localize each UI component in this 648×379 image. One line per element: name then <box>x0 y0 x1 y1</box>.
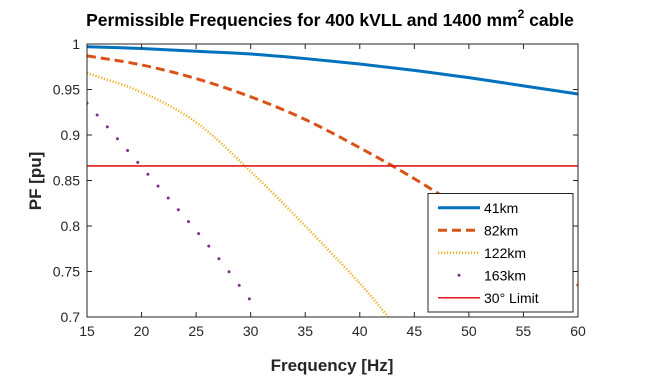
tick-layer: 15 20 25 30 35 40 45 50 55 60 0.7 0.75 0.8 0.85 0.9 0.9… <box>53 36 586 339</box>
chart-title: Permissible Frequencies for 400 kVLL and… <box>86 7 574 30</box>
series-163km-point <box>247 297 251 301</box>
x-tick-label: 40 <box>352 323 368 339</box>
series-41km-line <box>87 45 578 96</box>
chart-title-superscript: 2 <box>518 7 525 21</box>
series-163km-point <box>105 125 109 129</box>
y-tick-label: 0.95 <box>53 82 80 98</box>
x-tick-label: 60 <box>570 323 586 339</box>
legend-label-41km: 41km <box>484 200 518 216</box>
series-163km-point <box>197 232 201 236</box>
series-163km-point <box>126 149 130 153</box>
series-163km-point <box>95 113 99 117</box>
legend-label-82km: 82km <box>484 222 518 238</box>
y-tick-label: 1 <box>72 36 80 52</box>
series-163km-point <box>166 196 170 200</box>
x-tick-label: 35 <box>297 323 313 339</box>
series-163km-point <box>186 220 190 224</box>
series-layer <box>87 45 578 317</box>
series-163km-point <box>115 137 119 141</box>
x-tick-label: 50 <box>461 323 477 339</box>
legend-box <box>427 193 574 313</box>
legend-swatch-163km <box>457 273 461 277</box>
x-tick-label: 30 <box>243 323 259 339</box>
x-tick-label: 15 <box>79 323 95 339</box>
y-tick-label: 0.85 <box>53 173 80 189</box>
series-163km-point <box>176 208 180 212</box>
x-tick-label: 55 <box>516 323 532 339</box>
series-163km-point <box>207 244 211 248</box>
series-82km-line <box>87 54 578 287</box>
legend: 41km 82km 122km 163km 30° Limit <box>427 193 574 313</box>
series-163km-point <box>217 257 221 261</box>
legend-label-163km: 163km <box>484 267 526 283</box>
y-axis-label: PF [pu] <box>26 152 45 211</box>
x-axis-label: Frequency [Hz] <box>271 356 394 375</box>
series-163km-point <box>237 283 241 287</box>
x-tick-label: 20 <box>134 323 150 339</box>
series-163km-point <box>227 270 231 274</box>
legend-label-122km: 122km <box>484 245 526 261</box>
y-tick-label: 0.8 <box>61 218 81 234</box>
series-163km-point <box>156 184 160 188</box>
series-122km-line <box>87 71 390 317</box>
x-tick-label: 45 <box>407 323 423 339</box>
y-tick-label: 0.9 <box>61 127 81 143</box>
y-tick-label: 0.75 <box>53 264 80 280</box>
y-tick-label: 0.7 <box>61 309 81 325</box>
chart-title-main: Permissible Frequencies for 400 kVLL and… <box>86 10 518 30</box>
series-163km-markers <box>87 101 251 301</box>
series-163km-point <box>136 160 140 164</box>
x-tick-label: 25 <box>188 323 204 339</box>
series-163km-point <box>146 172 150 176</box>
chart-title-suffix: cable <box>524 10 574 30</box>
legend-label-30-limit: 30° Limit <box>484 290 539 306</box>
